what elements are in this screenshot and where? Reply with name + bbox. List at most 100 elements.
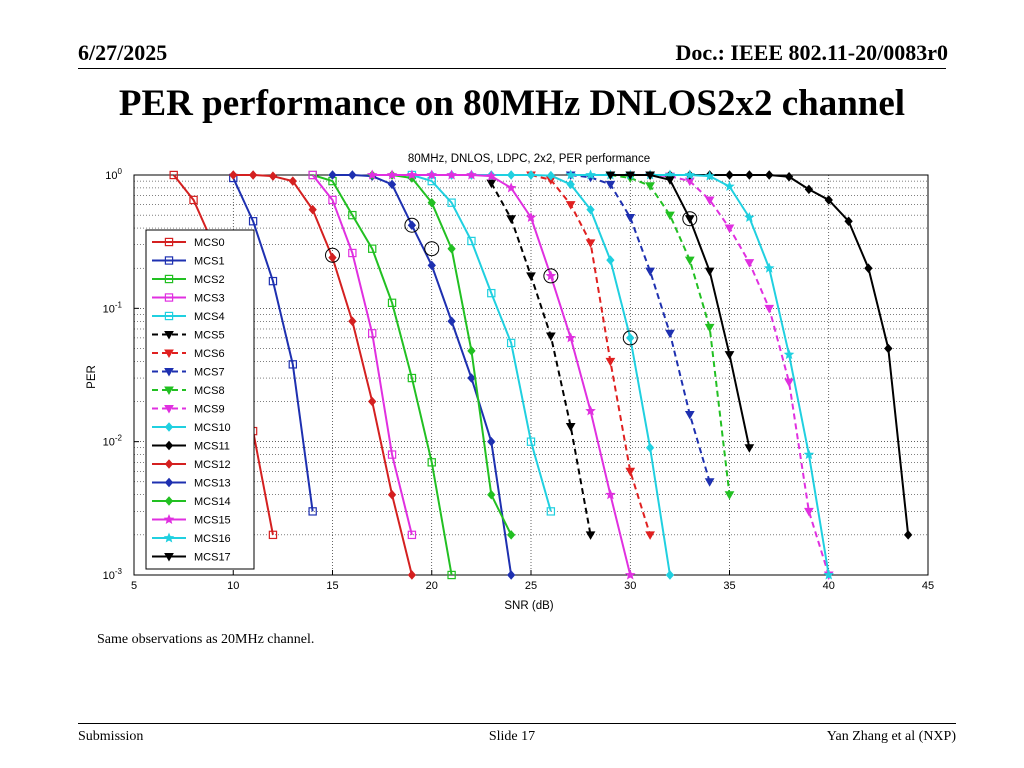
data-point [645,182,655,191]
legend-label: MCS6 [194,348,225,360]
data-point [565,169,576,180]
data-point [704,267,715,277]
data-point [328,195,337,205]
data-point [387,179,397,190]
legend-entry: MCS6 [152,348,225,360]
data-point [625,467,636,477]
data-point [784,172,794,182]
data-point [407,220,417,230]
legend-marker [164,440,174,451]
data-point [427,458,436,467]
x-tick-label: 5 [131,580,137,592]
y-axis-label: PER [86,365,98,389]
legend-label: MCS0 [194,237,225,249]
data-point [526,437,536,446]
data-point [645,171,655,181]
header-date: 6/27/2025 [78,40,168,65]
legend-entry: MCS13 [152,478,231,490]
legend-entry: MCS14 [152,496,231,508]
y-tick-label: 10-2 [103,434,123,449]
legend-label: MCS17 [194,552,231,564]
data-point [545,270,557,281]
legend-entry: MCS12 [152,459,231,471]
series-mcs17 [605,171,755,453]
legend-label: MCS11 [194,441,230,453]
data-point [804,507,814,517]
data-point [624,569,636,580]
legend-marker [163,513,175,524]
highlight-circle [543,268,559,284]
data-point [645,531,655,540]
data-point [506,170,516,180]
legend-label: MCS15 [194,515,231,527]
legend-marker [164,311,174,321]
x-axis-label: SNR (dB) [504,600,553,612]
data-point [684,256,695,266]
data-point [447,198,456,207]
data-point [506,530,516,540]
highlight-circle [424,241,440,257]
legend-entry: MCS2 [152,274,225,286]
data-point [248,217,258,226]
data-point [783,349,795,360]
legend-label: MCS5 [194,330,225,342]
series-mcs5 [486,179,596,540]
legend-label: MCS7 [194,367,225,379]
header-doc-id: Doc.: IEEE 802.11-20/0083r0 [675,40,948,65]
x-tick-label: 10 [227,580,239,592]
data-point [288,176,297,186]
legend-label: MCS3 [194,293,225,305]
data-point [724,491,735,500]
data-point [407,373,417,383]
data-point [586,204,595,215]
data-point [585,169,596,180]
data-point [407,570,417,580]
legend-entry: MCS17 [152,552,231,564]
data-point [606,255,615,265]
data-point [427,197,436,208]
per-chart: 80MHz, DNLOS, LDPC, 2x2, PER performance… [70,145,950,620]
legend-marker [164,256,174,265]
series-layer [169,169,913,581]
data-point [348,210,357,220]
data-point [446,169,457,180]
highlight-circle [682,211,698,227]
data-point [804,184,814,195]
data-point [744,444,755,453]
legend-marker [164,293,174,302]
series-line-mcs15 [372,174,632,576]
data-point [724,180,735,191]
legend-marker [164,331,174,340]
data-point [665,329,675,339]
data-point [844,216,853,226]
data-point [427,260,436,271]
data-point [506,215,517,224]
data-point [565,422,576,432]
legend-marker [163,532,175,543]
data-point [467,373,476,383]
legend-entry: MCS15 [152,513,231,527]
legend-label: MCS13 [194,478,231,490]
y-tick-label: 10-1 [103,300,123,315]
data-point [308,170,317,180]
data-point [764,304,775,314]
data-point [745,170,754,180]
data-point [506,570,516,580]
data-point [467,346,476,356]
data-point [268,276,278,286]
chart-title: 80MHz, DNLOS, LDPC, 2x2, PER performance [408,153,650,165]
data-point [467,236,476,246]
legend-box [145,229,255,570]
data-point [526,272,536,281]
data-point [605,180,616,190]
highlight-circle [325,247,340,263]
x-tick-label: 40 [823,580,835,592]
legend-entry: MCS5 [152,330,225,342]
series-line-mcs5 [490,182,592,536]
legend-entry: MCS3 [152,293,225,305]
data-point [744,259,755,268]
legend-entry: MCS4 [152,311,225,323]
legend-label: MCS9 [194,404,225,416]
data-point [724,351,735,360]
legend: MCS0 MCS1 MCS2 MCS3 MCS4 MCS5 MCS6 MCS7 MCS8 MCS9… [145,229,255,570]
